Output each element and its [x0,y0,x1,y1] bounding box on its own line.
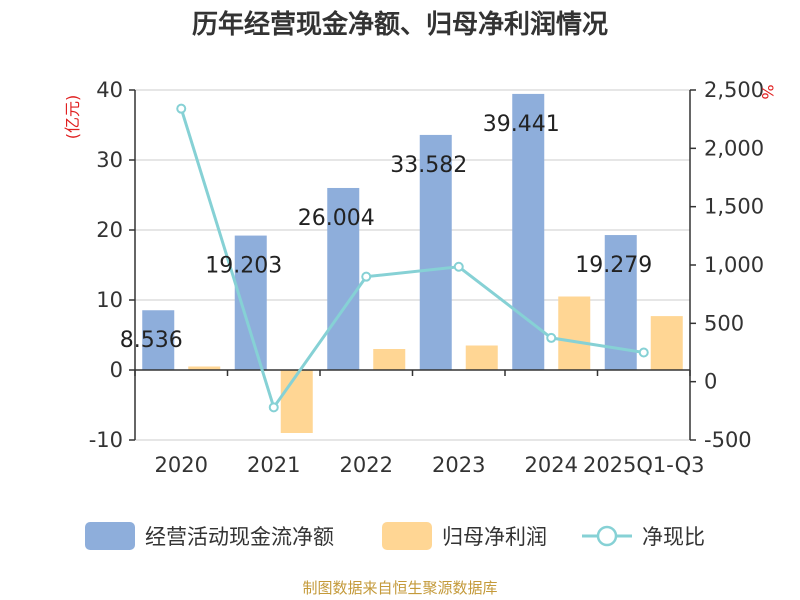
left-tick-label: -10 [89,428,123,452]
cash-flow-data-label: 26.004 [298,206,375,231]
ratio-point [638,347,649,358]
ratio-point [453,261,464,272]
legend-label-net-profit: 归母净利润 [442,525,547,549]
legend-label-ratio: 净现比 [642,525,705,549]
left-tick-label: 30 [96,148,123,172]
cash-flow-data-label: 8.536 [120,328,183,353]
net-profit-bar [280,370,313,433]
left-axis-unit: (亿元) [63,95,82,140]
right-tick-label: -500 [704,428,752,452]
right-tick-label: 500 [704,311,744,335]
x-tick-label: 2024 [525,453,578,477]
left-tick-label: 40 [96,78,123,102]
cash-flow-bar [512,93,545,371]
left-tick-label: 10 [96,288,123,312]
right-tick-label: 2,500 [704,78,764,102]
legend-swatch-net-profit [382,522,432,550]
ratio-point [268,402,279,413]
right-tick-label: 2,000 [704,136,764,160]
ratio-polyline [179,108,644,411]
legend-label-cash-flow: 经营活动现金流净额 [145,525,334,549]
x-tick-label: 2021 [247,453,300,477]
tick-labels: -10 0 10 20 30 40 -500 0 500 1,000 1,500 2,000 2,500… [89,78,764,477]
right-tick-label: 1,000 [704,253,764,277]
x-tick-label: 2025Q1-Q3 [583,453,705,477]
cash-flow-bar [327,187,360,370]
x-tick-label: 2022 [340,453,393,477]
right-tick-label: 1,500 [704,195,764,219]
x-tick-label: 2023 [432,453,485,477]
ratio-point [546,332,557,343]
cash-flow-data-label: 19.279 [575,253,652,278]
net-profit-bar [373,349,406,370]
cash-flow-data-label: 19.203 [205,254,282,279]
left-tick-label: 20 [96,218,123,242]
right-tick-label: 0 [704,370,717,394]
cash-flow-bar [419,134,452,370]
cash-flow-data-label: 33.582 [390,153,467,178]
net-profit-bar [465,345,498,370]
left-tick-label: 0 [110,358,123,382]
cash-flow-bar [142,310,175,370]
x-tick-label: 2020 [155,453,208,477]
chart-title: 历年经营现金净额、归母净利润情况 [192,9,608,40]
cash-flow-data-label: 39.441 [483,112,560,137]
axes [129,89,696,441]
right-axis-unit: % [758,84,777,99]
ratio-point [361,271,372,282]
ratio-point [176,103,187,114]
legend: 经营活动现金流净额 归母净利润 净现比 [85,522,705,550]
source-note: 制图数据来自恒生聚源数据库 [302,579,497,597]
net-profit-bar [650,316,683,370]
net-profit-bar [188,366,221,370]
legend-swatch-cash-flow [85,522,135,550]
data-labels: 8.536 19.203 26.004 33.582 39.441 19.279 [120,112,652,353]
net-profit-bar [558,296,591,370]
ratio-line [176,103,649,413]
legend-marker-ratio [596,525,618,547]
